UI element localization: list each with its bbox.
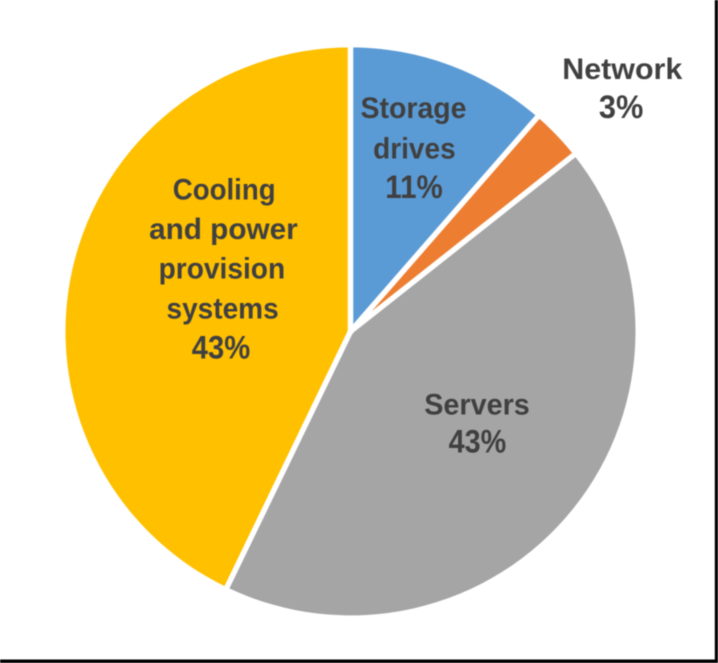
svg-text:11%: 11%: [385, 169, 442, 205]
svg-text:Cooling: Cooling: [173, 174, 276, 207]
svg-text:43%: 43%: [192, 330, 250, 366]
svg-text:provision: provision: [159, 253, 286, 286]
svg-text:drives: drives: [373, 132, 456, 165]
svg-text:3%: 3%: [599, 89, 643, 125]
svg-text:Servers: Servers: [424, 389, 530, 422]
svg-text:systems: systems: [167, 292, 279, 325]
svg-text:and power: and power: [149, 213, 298, 246]
svg-text:Storage: Storage: [361, 92, 467, 125]
svg-text:43%: 43%: [449, 423, 507, 459]
svg-text:Network: Network: [562, 53, 683, 86]
